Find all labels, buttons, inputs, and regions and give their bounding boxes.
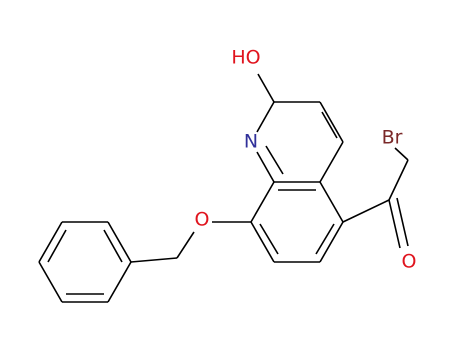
- bond: [256, 101, 275, 133]
- bond: [250, 181, 275, 223]
- atom-label: HO: [231, 47, 260, 69]
- bond: [388, 199, 401, 249]
- bond: [257, 73, 275, 103]
- bond: [38, 221, 63, 263]
- bond: [107, 221, 132, 263]
- atom-label: N: [244, 131, 258, 153]
- bond: [107, 261, 132, 303]
- bond: [342, 199, 390, 223]
- atom-label: Br: [382, 127, 403, 149]
- bond: [319, 141, 344, 183]
- atom-label: O: [402, 251, 417, 273]
- bond: [103, 229, 123, 263]
- bond: [315, 223, 335, 255]
- atom-label: O: [195, 209, 210, 231]
- bond: [259, 223, 279, 255]
- bond: [394, 147, 409, 161]
- bond: [265, 145, 284, 175]
- bond: [321, 111, 338, 139]
- bond: [319, 181, 344, 223]
- bond: [319, 221, 344, 263]
- bond: [47, 229, 67, 263]
- bond: [130, 257, 178, 263]
- bond: [176, 231, 195, 259]
- bond: [256, 151, 275, 183]
- bonds: [38, 73, 409, 303]
- bond: [38, 261, 63, 303]
- bond: [319, 101, 344, 143]
- bond: [250, 221, 275, 263]
- bond: [396, 197, 409, 247]
- bond: [388, 159, 409, 201]
